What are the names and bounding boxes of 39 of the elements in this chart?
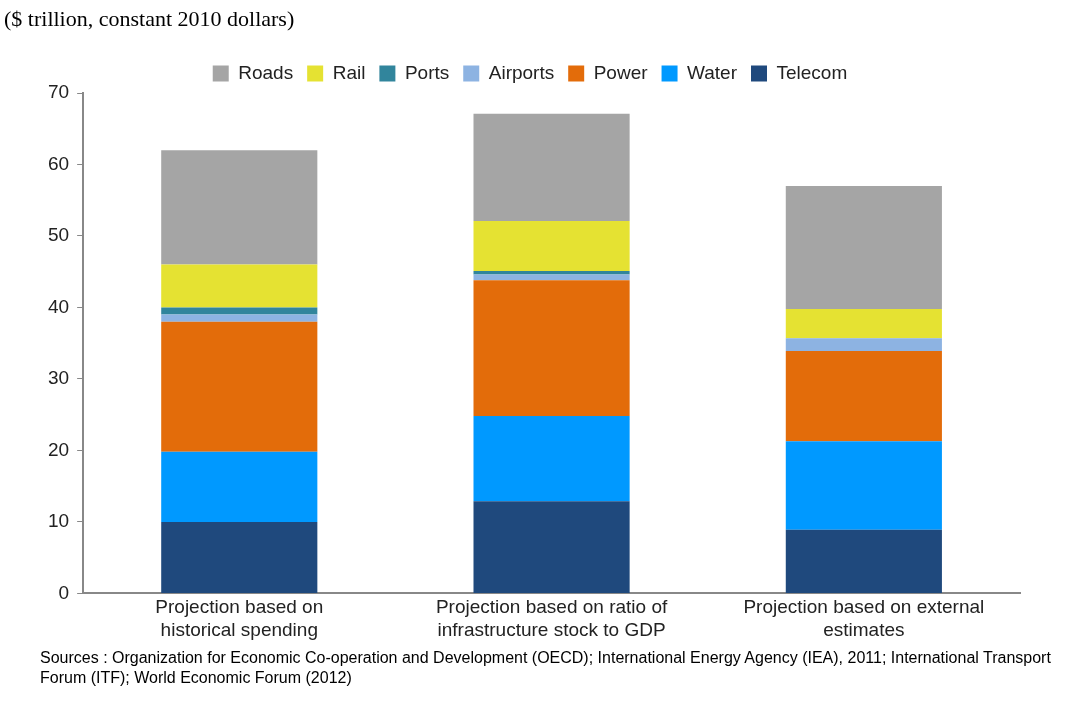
source-note: Sources : Organization for Economic Co-operation and Development (OECD); International Energy Agency (IEA), 2011; International Transport Forum (ITF); World Economic Forum (2012) xyxy=(40,648,1052,688)
bar xyxy=(161,150,318,265)
y-tick-label: 30 xyxy=(47,367,70,389)
legend-label: Rail xyxy=(332,61,366,83)
y-tick-label: 40 xyxy=(47,295,70,317)
y-tick-label: 10 xyxy=(47,510,70,532)
legend-label: Airports xyxy=(488,61,555,83)
legend-label: Power xyxy=(593,61,649,83)
bar xyxy=(161,321,318,452)
bar xyxy=(785,351,942,442)
bar xyxy=(161,264,318,308)
y-tick-label: 60 xyxy=(47,152,70,174)
x-tick-label: Projection based on ratio of infrastructure stock to GDP xyxy=(435,596,668,640)
bar xyxy=(473,280,630,417)
bar xyxy=(785,338,942,352)
y-tick-label: 70 xyxy=(47,81,70,103)
bar xyxy=(473,113,630,221)
bar xyxy=(473,220,630,271)
x-tick-label: Projection based on historical spending xyxy=(155,596,324,640)
legend-label: Telecom xyxy=(776,61,848,83)
y-tick-label: 0 xyxy=(58,581,70,603)
bar xyxy=(785,185,942,309)
bar xyxy=(473,501,630,593)
legend-label: Ports xyxy=(404,61,450,83)
legend-label: Water xyxy=(687,61,738,83)
bar xyxy=(785,441,942,530)
bar xyxy=(161,451,318,522)
bar xyxy=(785,308,942,339)
bar xyxy=(161,314,318,322)
y-axis-title: ($ trillion, constant 2010 dollars) xyxy=(4,6,295,32)
bar xyxy=(473,271,630,275)
x-tick-label: Projection based on external estimates xyxy=(743,596,985,640)
legend-label: Roads xyxy=(238,61,294,83)
bar xyxy=(161,521,318,593)
bar xyxy=(161,307,318,315)
y-tick-label: 20 xyxy=(47,438,70,460)
y-tick-label: 50 xyxy=(47,224,70,246)
bar xyxy=(473,416,630,502)
bar xyxy=(785,529,942,593)
